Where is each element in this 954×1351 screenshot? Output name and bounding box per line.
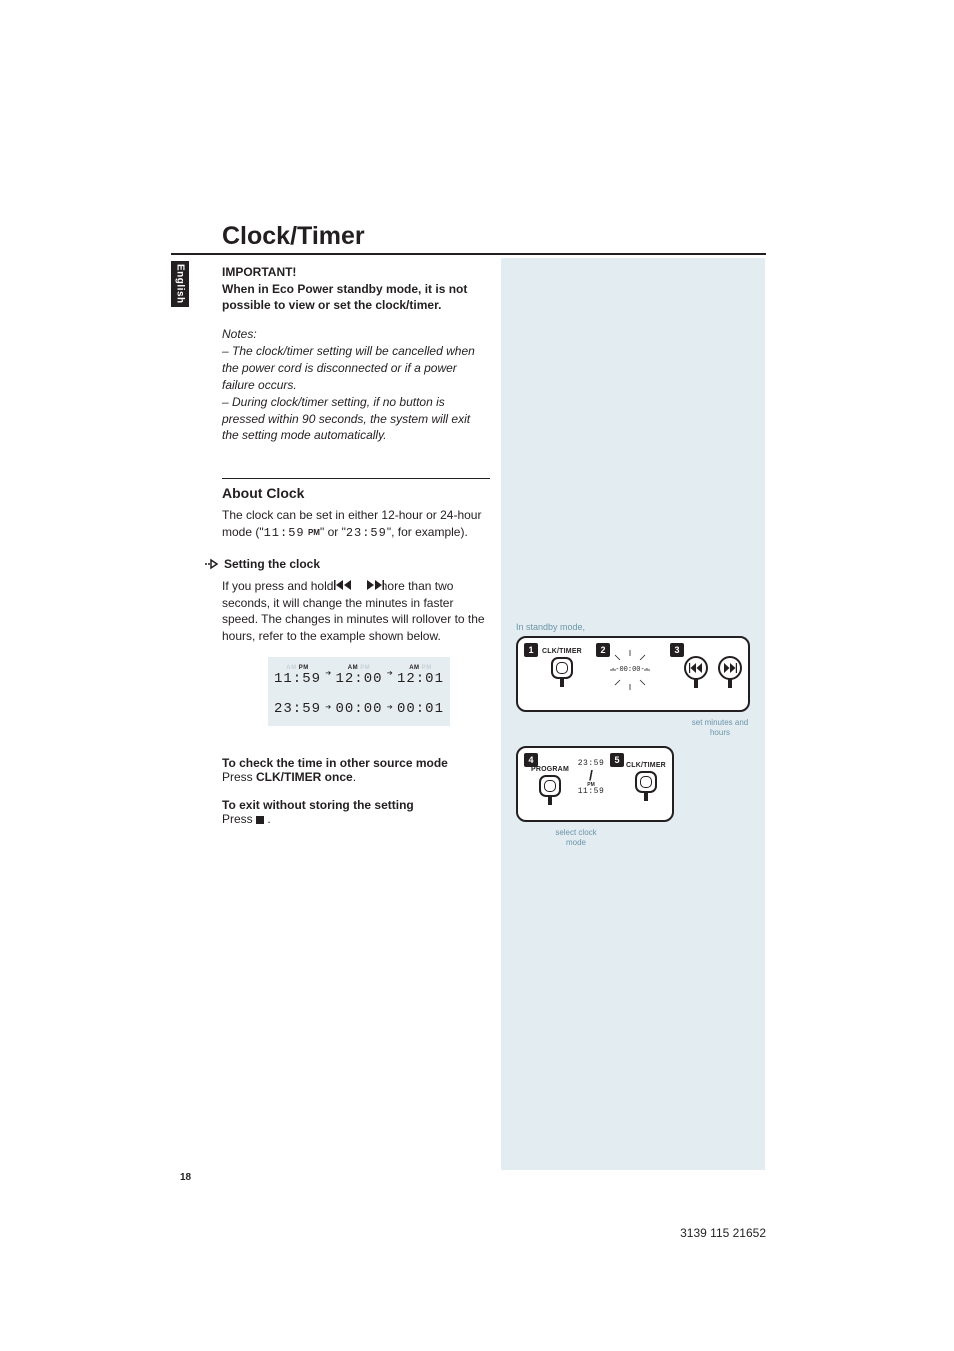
- rewind-button[interactable]: [684, 656, 708, 680]
- page-number: 18: [180, 1172, 191, 1183]
- section-rule: [222, 478, 490, 479]
- about-post: ", for example).: [387, 525, 468, 539]
- seg-time: 11:59: [274, 672, 321, 686]
- exit-heading: To exit without storing the setting: [222, 798, 490, 812]
- forward-button[interactable]: [718, 656, 742, 680]
- forward-icon: [723, 663, 737, 673]
- seg-arrow-icon: ➔: [325, 668, 331, 682]
- program-label: PROGRAM: [528, 766, 572, 773]
- about-example-24h: 23:59: [346, 526, 387, 540]
- language-tab: English: [171, 261, 189, 307]
- figure-panel: In standby mode, 1 2 3 CLK/TIMER: [501, 258, 765, 1170]
- exit-body: Press .: [222, 812, 490, 826]
- step-badge-5: 5: [610, 753, 624, 767]
- clk-timer-label: CLK/TIMER: [540, 648, 584, 655]
- about-pm: PM: [308, 528, 320, 537]
- figure-sub-set-minutes: set minutes and hours: [690, 718, 750, 737]
- clk-timer-button-block: CLK/TIMER: [540, 648, 584, 679]
- check-post: .: [353, 770, 356, 784]
- seg-arrow-icon: ➔: [387, 702, 393, 716]
- clock-mode-display: 23:59 / PM 11:59: [574, 760, 608, 796]
- display-12h: 11:59: [574, 788, 608, 796]
- title-rule: [171, 253, 766, 255]
- setting-clock-subhead: Setting the clock: [202, 556, 490, 572]
- check-bold: CLK/TIMER once: [256, 770, 353, 784]
- step-badge-4: 4: [524, 753, 538, 767]
- step-badge-3: 3: [670, 643, 684, 657]
- notes-body: – The clock/timer setting will be cancel…: [222, 343, 490, 444]
- check-pre: Press: [222, 770, 256, 784]
- seg-time: 23:59: [274, 702, 321, 716]
- rollover-cell: AM PM 12:01: [397, 665, 444, 686]
- setting-clock-heading: Setting the clock: [224, 557, 320, 571]
- clk-timer-button-2[interactable]: [635, 771, 657, 793]
- clk-timer-button[interactable]: [551, 657, 573, 679]
- seg-arrow-icon: ➔: [325, 702, 331, 716]
- left-column: IMPORTANT! When in Eco Power standby mod…: [222, 265, 490, 826]
- exit-post: .: [264, 812, 271, 826]
- lcd-display-burst: --00:00--: [610, 650, 650, 690]
- rollover-cell: AM PM 11:59: [274, 665, 321, 686]
- rollover-row-12h: AM PM 11:59 ➔ AM PM 12:00 ➔ AM PM 12:01: [274, 665, 444, 686]
- seg-arrow-icon: ➔: [387, 668, 393, 682]
- clk-timer-label-2: CLK/TIMER: [624, 762, 668, 769]
- program-button-block: PROGRAM: [528, 766, 572, 797]
- page: English Clock/Timer IMPORTANT! When in E…: [0, 0, 954, 1351]
- seg-time: 00:01: [397, 702, 444, 716]
- seg-time: 00:00: [335, 702, 382, 716]
- step-badge-2: 2: [596, 643, 610, 657]
- rollover-cell: 00:01: [397, 702, 444, 716]
- check-time-heading: To check the time in other source mode: [222, 756, 490, 770]
- about-mid: " or ": [320, 525, 346, 539]
- slash-icon: /: [574, 769, 608, 782]
- about-clock-body: The clock can be set in either 12-hour o…: [222, 507, 490, 542]
- about-example-12h: 11:59: [264, 526, 305, 540]
- figure-caption-standby: In standby mode,: [516, 622, 750, 632]
- rollover-cell: 00:00: [335, 702, 382, 716]
- figure-group-1: 1 2 3 CLK/TIMER: [516, 636, 750, 712]
- exit-pre: Press: [222, 812, 256, 826]
- arrow-icon: [202, 556, 218, 572]
- rollover-cell: 23:59: [274, 702, 321, 716]
- seg-time: 12:00: [335, 672, 382, 686]
- document-code: 3139 115 21652: [680, 1226, 766, 1240]
- check-time-body: Press CLK/TIMER once.: [222, 770, 490, 784]
- clk-timer-button-block-2: CLK/TIMER: [624, 762, 668, 793]
- important-body: When in Eco Power standby mode, it is no…: [222, 281, 490, 313]
- program-button[interactable]: [539, 775, 561, 797]
- notes-heading: Notes:: [222, 327, 490, 341]
- figure-sub-select-mode: select clock mode: [546, 828, 606, 847]
- rollover-cell: AM PM 12:00: [335, 665, 382, 686]
- stop-icon: [256, 816, 264, 824]
- figure-inner: In standby mode, 1 2 3 CLK/TIMER: [516, 622, 750, 822]
- about-clock-heading: About Clock: [222, 485, 490, 501]
- step-badge-1: 1: [524, 643, 538, 657]
- rollover-row-24h: 23:59 ➔ 00:00 ➔ 00:01: [274, 702, 444, 716]
- important-heading: IMPORTANT!: [222, 265, 490, 279]
- figure-group-2: 4 5 PROGRAM 23:59 / PM 11:59 CLK/TIMER: [516, 746, 674, 822]
- setting-clock-body: If you press and hold for more than two …: [222, 578, 490, 645]
- seg-time: 12:01: [397, 672, 444, 686]
- rewind-forward-icon: [334, 579, 384, 591]
- rewind-icon: [689, 663, 703, 673]
- clock-rollover-example: AM PM 11:59 ➔ AM PM 12:00 ➔ AM PM 12:01 …: [268, 657, 450, 726]
- page-title: Clock/Timer: [222, 222, 365, 251]
